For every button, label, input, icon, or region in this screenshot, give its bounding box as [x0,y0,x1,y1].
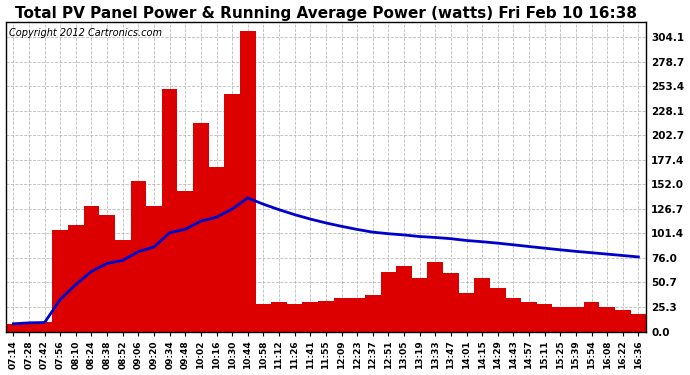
Bar [83,206,99,332]
Bar [490,288,506,332]
Bar [412,278,427,332]
Bar [240,32,255,332]
Bar [302,303,318,332]
Bar [130,182,146,332]
Bar [427,262,443,332]
Bar [99,215,115,332]
Bar [568,308,584,332]
Bar [334,298,349,332]
Bar [349,298,365,332]
Bar [443,273,459,332]
Bar [631,314,647,332]
Bar [553,308,568,332]
Bar [537,304,553,332]
Bar [255,304,271,332]
Bar [318,300,334,332]
Title: Total PV Panel Power & Running Average Power (watts) Fri Feb 10 16:38: Total PV Panel Power & Running Average P… [15,6,637,21]
Text: Copyright 2012 Cartronics.com: Copyright 2012 Cartronics.com [9,28,161,38]
Bar [177,191,193,332]
Bar [381,272,396,332]
Bar [52,230,68,332]
Bar [521,303,537,332]
Bar [193,123,208,332]
Bar [224,94,240,332]
Bar [287,304,302,332]
Bar [271,303,287,332]
Bar [615,310,631,332]
Bar [365,295,381,332]
Bar [68,225,83,332]
Bar [600,308,615,332]
Bar [146,206,162,332]
Bar [37,322,52,332]
Bar [208,167,224,332]
Bar [115,240,130,332]
Bar [474,278,490,332]
Bar [396,266,412,332]
Bar [6,324,21,332]
Bar [21,322,37,332]
Bar [584,303,600,332]
Bar [506,298,521,332]
Bar [162,90,177,332]
Bar [459,293,474,332]
